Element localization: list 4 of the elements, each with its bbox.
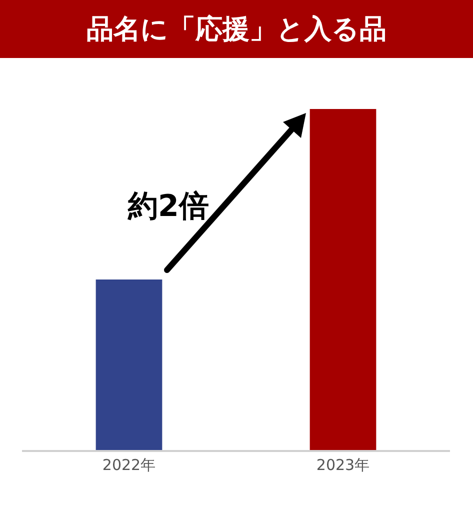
x-tick-label: 2022年 — [102, 456, 156, 474]
chart-title: 品名に「応援」と入る品 — [0, 0, 473, 58]
x-tick-label: 2023年 — [316, 456, 370, 474]
annotation: 約2倍 — [127, 189, 209, 224]
